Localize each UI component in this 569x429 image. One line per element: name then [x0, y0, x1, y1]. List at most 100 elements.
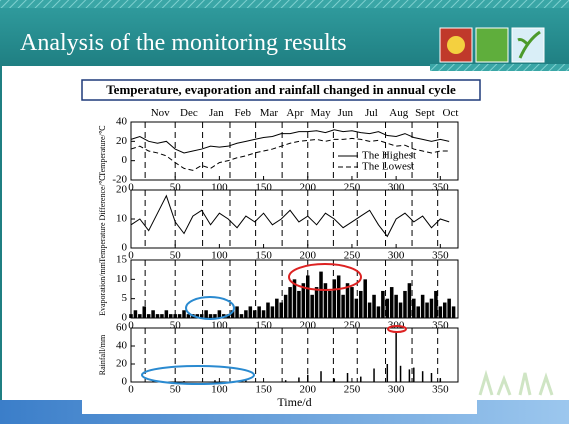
bar [169, 314, 173, 318]
x-tick-label: 300 [388, 384, 405, 396]
bar [307, 375, 309, 382]
month-label: Sept [415, 107, 435, 119]
y-tick-label: 15 [116, 254, 128, 266]
bar [447, 299, 451, 318]
bar [430, 299, 434, 318]
bar [204, 310, 208, 318]
y-tick-label: 20 [116, 135, 128, 147]
x-tick-label: 50 [170, 384, 182, 396]
bar [244, 310, 248, 318]
x-tick-label: 350 [432, 182, 449, 194]
caption: Temperature, evaporation and rainfall ch… [106, 82, 456, 97]
bar [262, 310, 266, 318]
bar [443, 303, 447, 318]
y-axis-label: Rainfall/mm [98, 334, 107, 375]
month-label: Apr [286, 107, 303, 119]
bar [240, 314, 244, 318]
bar [347, 373, 349, 382]
bar [412, 299, 416, 318]
bar [439, 306, 443, 318]
bar [333, 279, 337, 318]
bar [360, 377, 362, 382]
icon [476, 28, 508, 62]
x-tick-label: 100 [211, 320, 228, 332]
month-label: Jul [365, 107, 378, 119]
month-label: Nov [151, 107, 170, 119]
month-label: Feb [235, 107, 252, 119]
bar [425, 303, 429, 318]
bar [416, 306, 420, 318]
x-tick-label: 350 [432, 320, 449, 332]
bar [315, 287, 319, 318]
bar [165, 310, 169, 318]
bar [173, 314, 177, 318]
bar [214, 380, 216, 382]
bar [279, 303, 283, 318]
bar [178, 314, 182, 318]
bar [284, 295, 288, 318]
bar [373, 369, 375, 383]
bar [403, 291, 407, 318]
bar [288, 287, 292, 318]
y-tick-label: 0 [122, 242, 128, 254]
title-stripe [430, 64, 569, 71]
y-tick-label: 0 [122, 154, 128, 166]
y-tick-label: 20 [116, 184, 128, 196]
bar [298, 378, 300, 383]
bar [310, 295, 314, 318]
bar [213, 314, 217, 318]
month-label: May [310, 107, 331, 119]
bar [253, 310, 257, 318]
bar [363, 279, 367, 318]
x-tick-label: 250 [344, 182, 361, 194]
x-axis-label: Time/d [277, 395, 311, 409]
bar [381, 291, 385, 318]
month-label: Aug [389, 107, 408, 119]
x-tick-label: 150 [255, 320, 272, 332]
y-tick-label: 0 [122, 376, 128, 388]
bar [368, 303, 372, 318]
y-tick-label: 60 [116, 322, 128, 334]
bar [390, 287, 394, 318]
bar [431, 373, 433, 382]
slide-title: Analysis of the monitoring results [20, 30, 347, 56]
bar [142, 306, 146, 318]
y-tick-label: 10 [116, 273, 128, 285]
bar [409, 369, 411, 382]
bar [334, 378, 336, 382]
bar [355, 299, 359, 318]
x-tick-label: 300 [388, 182, 405, 194]
bar [306, 275, 310, 318]
bar [266, 303, 270, 318]
bar [408, 283, 412, 318]
bar [134, 310, 138, 318]
legend-label: The Lowest [362, 161, 414, 173]
bar [377, 306, 381, 318]
x-tick-label: 100 [211, 384, 228, 396]
bar [275, 299, 279, 318]
y-axis-label: Evaporation/mm [98, 261, 107, 316]
month-label: Mar [260, 107, 279, 119]
month-label: Jun [338, 107, 354, 119]
bar [249, 306, 253, 318]
x-tick-label: 200 [300, 384, 317, 396]
bar [129, 314, 133, 318]
bar [394, 295, 398, 318]
bar [452, 306, 456, 318]
bar [156, 314, 160, 318]
bar [413, 368, 415, 382]
bar [320, 371, 322, 382]
x-tick-label: 100 [211, 182, 228, 194]
bar [395, 333, 397, 383]
bar [341, 295, 345, 318]
top-stripe [0, 0, 569, 8]
bar [209, 314, 213, 318]
month-label: Dec [180, 107, 198, 119]
bar [386, 299, 390, 318]
bar [319, 272, 323, 318]
bar [235, 306, 239, 318]
bar [372, 295, 376, 318]
bar [440, 378, 442, 382]
y-tick-label: 5 [122, 292, 128, 304]
icon-detail [447, 36, 465, 54]
